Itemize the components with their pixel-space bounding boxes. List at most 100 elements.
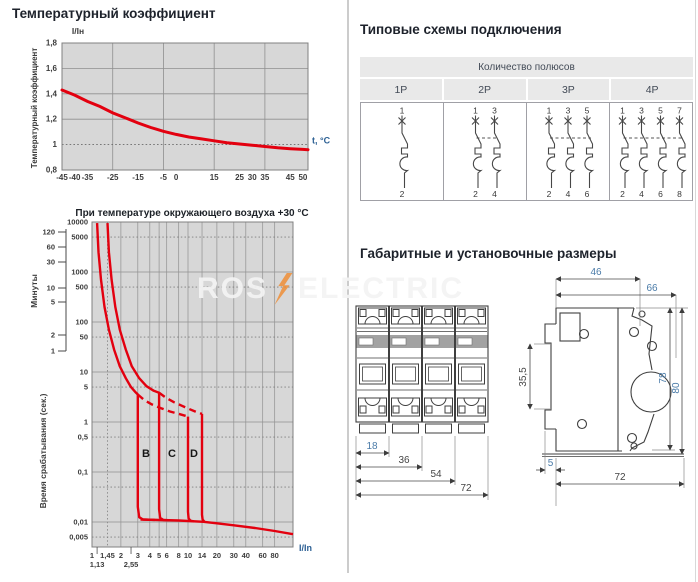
terminal-number-top: 1 bbox=[620, 105, 625, 115]
front-dim-18: 18 bbox=[366, 441, 378, 452]
pole-symbol: 34 bbox=[490, 105, 502, 199]
tick-label: 1,13 bbox=[90, 560, 105, 569]
x-axis-unit: I/In bbox=[299, 543, 312, 553]
pole-symbol: 34 bbox=[564, 105, 576, 199]
tick-label: -5 bbox=[160, 173, 168, 182]
temp-coefficient-curve bbox=[60, 88, 310, 152]
col-3p: 3P bbox=[527, 79, 610, 100]
tick-label: 0 bbox=[174, 173, 179, 182]
tick-label: 30 bbox=[47, 258, 55, 267]
side-dim-80: 80 bbox=[671, 382, 682, 394]
side-dim-66: 66 bbox=[646, 283, 658, 294]
terminal-number-bottom: 4 bbox=[566, 189, 571, 199]
pole-symbol: 34 bbox=[637, 105, 649, 199]
pole-symbol: 12 bbox=[618, 105, 630, 199]
tick-label: 3 bbox=[136, 551, 140, 560]
page-edge bbox=[695, 0, 696, 582]
tick-label: -35 bbox=[82, 173, 94, 182]
pole-body-path bbox=[584, 126, 595, 188]
side-dim-46: 46 bbox=[590, 267, 602, 278]
tick-label: 0,005 bbox=[69, 533, 88, 542]
pole-body-path bbox=[491, 126, 502, 188]
trip-curve-solid bbox=[106, 223, 171, 522]
tick-label: 30 bbox=[248, 173, 257, 182]
tick-label: 120 bbox=[42, 228, 55, 237]
trip-chart-svg: При температуре окружающего воздуха +30 … bbox=[29, 208, 312, 569]
front-dim-54: 54 bbox=[430, 469, 442, 480]
terminal-number-top: 5 bbox=[658, 105, 663, 115]
tick-label: 35 bbox=[260, 173, 269, 182]
tick-label: 10 bbox=[47, 284, 55, 293]
pole-diagram-svg: 12 bbox=[398, 105, 410, 199]
tick-label: 20 bbox=[213, 551, 221, 560]
trip-curve-solid bbox=[200, 413, 206, 523]
tick-label: 1 bbox=[53, 140, 58, 149]
tick-label: 10000 bbox=[67, 218, 88, 227]
col-2p: 2P bbox=[443, 79, 526, 100]
y-axis-label: Температурный коэффициент bbox=[30, 48, 39, 169]
terminal-number-top: 1 bbox=[400, 105, 405, 115]
tick-label: 5 bbox=[157, 551, 161, 560]
trip-curves-chart: При температуре окружающего воздуха +30 … bbox=[0, 205, 348, 582]
pole-symbol: 56 bbox=[656, 105, 668, 199]
terminal-number-bottom: 2 bbox=[400, 189, 405, 199]
tick-label: 0,1 bbox=[78, 468, 88, 477]
terminal-number-bottom: 2 bbox=[547, 189, 552, 199]
tick-label: 500 bbox=[75, 283, 88, 292]
front-dim-36: 36 bbox=[398, 455, 410, 466]
trip-curve-dashed bbox=[137, 393, 189, 418]
tick-label: 25 bbox=[235, 173, 244, 182]
tick-label: 50 bbox=[298, 173, 307, 182]
terminal-number-top: 1 bbox=[547, 105, 552, 115]
y-axis-unit: I/Iн bbox=[72, 26, 84, 36]
tick-label: 40 bbox=[242, 551, 250, 560]
terminal-number-top: 1 bbox=[473, 105, 478, 115]
tick-label: -45 bbox=[56, 173, 68, 182]
pole-symbol: 56 bbox=[583, 105, 595, 199]
pole-body-path bbox=[638, 126, 649, 188]
pole-body-path bbox=[565, 126, 576, 188]
terminal-number-top: 3 bbox=[639, 105, 644, 115]
tick-label: 1 bbox=[90, 551, 94, 560]
tick-label: 30 bbox=[230, 551, 238, 560]
tick-label: 5 bbox=[51, 298, 55, 307]
tick-label: 0,8 bbox=[46, 166, 58, 175]
x-axis-unit: t, °C bbox=[312, 136, 331, 146]
temp-chart-title: Температурный коэффициент bbox=[12, 6, 216, 21]
tick-label: 4 bbox=[148, 551, 153, 560]
dimensions-title: Габаритные и установочные размеры bbox=[360, 246, 617, 261]
tick-label: 8 bbox=[177, 551, 181, 560]
tick-label: 0,01 bbox=[73, 518, 88, 527]
pole-symbol: 12 bbox=[545, 105, 557, 199]
col-4p: 4P bbox=[611, 79, 693, 100]
side-dim-78: 78 bbox=[658, 372, 669, 384]
tick-label: 1000 bbox=[71, 268, 88, 277]
side-dim-5: 5 bbox=[548, 458, 554, 469]
terminal-number-top: 3 bbox=[566, 105, 571, 115]
tick-label: 2,55 bbox=[124, 560, 139, 569]
trip-curve-solid bbox=[140, 518, 294, 536]
tick-label: 1,45 bbox=[100, 551, 115, 560]
pole-symbol: 12 bbox=[398, 105, 410, 199]
terminal-number-bottom: 4 bbox=[639, 189, 644, 199]
tick-label: 100 bbox=[75, 318, 88, 327]
temperature-coefficient-chart: 1,8 1,6 1,4 1,2 1 0,8 -45 -40 -35 -25 -15 -5 0 15 25 30… bbox=[0, 20, 348, 198]
terminal-number-bottom: 8 bbox=[677, 189, 682, 199]
temp-chart-svg: 1,8 1,6 1,4 1,2 1 0,8-45 -40 -35 -25 -15 -5 0 15 25 30… bbox=[30, 26, 331, 182]
pole-body-path bbox=[676, 126, 687, 188]
terminal-number-bottom: 6 bbox=[585, 189, 590, 199]
terminal-number-top: 3 bbox=[492, 105, 497, 115]
tick-label: 1,6 bbox=[46, 64, 58, 73]
pole-body-path bbox=[619, 126, 630, 188]
terminal-number-bottom: 2 bbox=[620, 189, 625, 199]
tick-label: 0,5 bbox=[78, 433, 88, 442]
side-view-drawing: 46 66 35,5 78 80 5 72 bbox=[518, 267, 688, 506]
tick-label: 50 bbox=[80, 333, 88, 342]
front-dim-72: 72 bbox=[460, 483, 472, 494]
din-rail-claw bbox=[544, 323, 556, 430]
